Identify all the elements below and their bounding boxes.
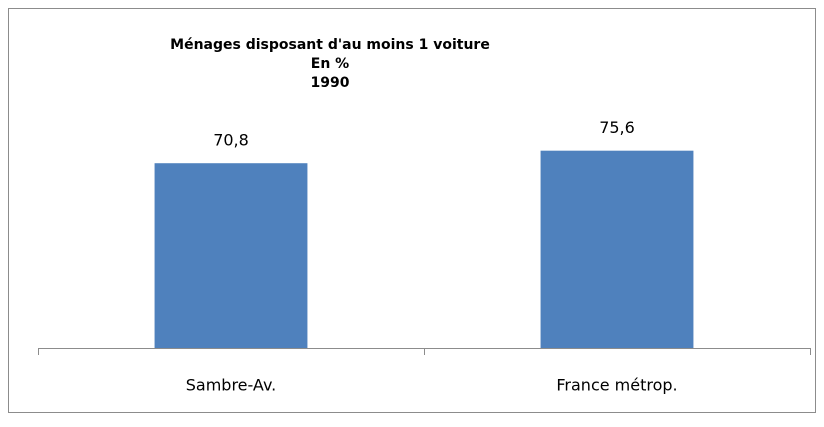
chart-border (8, 8, 816, 413)
bar (154, 163, 308, 348)
value-label: 70,8 (213, 131, 249, 150)
value-label: 75,6 (599, 118, 635, 137)
bar (540, 150, 694, 348)
chart-title: En % (311, 56, 349, 72)
chart-title: 1990 (311, 75, 350, 91)
x-tick-label: France métrop. (556, 376, 677, 395)
chart-title: Ménages disposant d'au moins 1 voiture (170, 37, 490, 53)
x-tick-label: Sambre-Av. (186, 376, 277, 395)
